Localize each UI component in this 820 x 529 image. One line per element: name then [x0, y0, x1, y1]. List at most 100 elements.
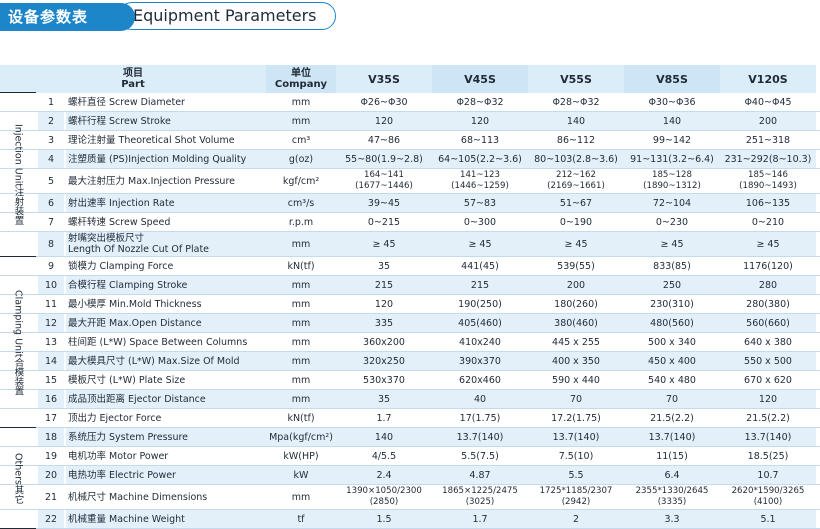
row-value-v85s: 70	[624, 390, 720, 408]
group-label-cn: 其它	[12, 484, 24, 504]
row-unit: mm	[291, 336, 311, 348]
row-divider	[0, 370, 820, 371]
row-value-v45s: 215	[432, 276, 528, 294]
table-row: 10 合模行程 Clamping Stroke mm 215 215 200 250 280	[0, 276, 820, 294]
row-value-v45s: 620x460	[459, 374, 501, 386]
row-divider	[0, 111, 820, 112]
row-value-v45s: 17(1.75)	[459, 412, 501, 424]
table-row: 20 电热功率 Electric Power kW 2.4 4.87 5.5 6.4 10.7	[0, 466, 820, 484]
row-value-v120s: Φ40~Φ45	[744, 96, 792, 108]
row-part: 射嘴突出模板尺寸 Length Of Nozzle Cut Of Plate	[66, 232, 266, 256]
header-company-en: Company	[274, 79, 328, 90]
row-unit: kW(HP)	[283, 450, 319, 462]
row-value-v45s: 1.7	[432, 510, 528, 528]
row-value-v45s: 1865×1225/2475 (3025)	[442, 486, 518, 507]
row-value-v35s: 47~86	[367, 134, 401, 146]
row-value-v45s: 40	[432, 390, 528, 408]
group-label-en: Clamping Unit	[12, 289, 24, 358]
row-value-v120s: 2620*1590/3265 (4100)	[731, 486, 805, 507]
group-label: Clamping Unit合模装置	[13, 290, 24, 395]
row-unit: mm	[266, 112, 336, 130]
row-value-v85s: 480(560)	[624, 314, 720, 332]
row-value-v45s: 57~83	[432, 194, 528, 212]
row-number: 4	[38, 150, 64, 168]
row-number: 10	[38, 276, 64, 294]
row-number: 12	[38, 314, 64, 332]
row-unit: mm	[291, 96, 311, 108]
row-value-v35s: 1390×1050/2300 (2850)	[346, 486, 422, 507]
row-value-v120s: 120	[720, 390, 816, 408]
group-label: Injection Unit注射装置	[13, 124, 24, 225]
row-number: 5	[47, 175, 55, 187]
header-part-cn: 项目	[123, 68, 143, 79]
group-label-cn: 合模装置	[12, 357, 24, 396]
table-row: 19 电机功率 Motor Power kW(HP) 4/5.5 5.5(7.5) 7.5…	[0, 447, 820, 465]
group-rule	[0, 92, 36, 93]
row-value-v35s: 35	[377, 260, 391, 272]
row-value-v55s: 86~112	[556, 134, 596, 146]
row-value-v45s: 141~123 (1446~1259)	[451, 170, 509, 191]
row-value-v120s: 251~318	[745, 134, 791, 146]
row-value-v55s: 400 x 350	[528, 352, 624, 370]
row-number: 16	[38, 390, 64, 408]
row-part: 电机功率 Motor Power	[68, 450, 169, 462]
row-value-v55s: 180(260)	[554, 298, 598, 310]
header-company: 单位 Company	[266, 65, 336, 93]
row-value-v45s: 4.87	[432, 466, 528, 484]
row-number: 13	[44, 336, 58, 348]
row-value-v55s: 5.5	[528, 466, 624, 484]
row-value-v55s: 1725*1185/2307 (2942)	[539, 486, 613, 507]
page-header: Equipment Parameters 设备参数表	[0, 0, 820, 40]
row-part: 锁模力 Clamping Force	[68, 260, 174, 272]
row-value-v120s: 106~135	[720, 194, 816, 212]
row-value-v120s: 21.5(2.2)	[746, 412, 790, 424]
table-row: 8 射嘴突出模板尺寸 Length Of Nozzle Cut Of Plate m…	[0, 232, 820, 256]
table-row: 16 成品顶出距离 Ejector Distance mm 35 40 70 70 120	[0, 390, 820, 408]
row-value-v85s: 500 x 340	[648, 336, 696, 348]
row-value-v55s: 2	[528, 510, 624, 528]
row-value-v45s: Φ28~Φ32	[456, 96, 504, 108]
row-value-v85s: 11(15)	[656, 450, 688, 462]
row-value-v85s: 450 x 400	[624, 352, 720, 370]
row-unit: mm	[291, 374, 311, 386]
row-value-v85s: 99~142	[652, 134, 692, 146]
row-unit: mm	[291, 491, 311, 503]
row-value-v45s: 120	[432, 112, 528, 130]
row-value-v45s: 13.7(140)	[432, 428, 528, 446]
header-model-v45s: V45S	[432, 65, 528, 93]
row-divider	[0, 294, 820, 295]
row-value-v45s: 410x240	[459, 336, 501, 348]
row-part: 合模行程 Clamping Stroke	[66, 276, 266, 294]
row-value-v120s: 670 x 620	[744, 374, 792, 386]
row-value-v120s: 560(660)	[720, 314, 816, 332]
table-row: 12 最大开距 Max.Open Distance mm 335 405(460) 380…	[0, 314, 820, 332]
row-unit: mm	[266, 314, 336, 332]
row-value-v45s: 190(250)	[458, 298, 502, 310]
row-unit: kN(tf)	[287, 260, 315, 272]
row-number: 19	[44, 450, 58, 462]
row-unit: mm	[266, 390, 336, 408]
row-value-v85s: 140	[624, 112, 720, 130]
row-value-v35s: 320x250	[336, 352, 432, 370]
table-header: 项目 Part 单位 Company V35S V45S V55S V85S V120S	[0, 65, 820, 93]
row-value-v55s: 80~103(2.8~3.6)	[528, 150, 624, 168]
title-en-pill: Equipment Parameters	[118, 2, 336, 30]
group-label: Others其它	[13, 453, 24, 504]
row-value-v35s: Φ26~Φ30	[360, 96, 408, 108]
row-part: 理论注射量 Theoretical Shot Volume	[68, 134, 235, 146]
table-row: 13 柱间距 (L*W) Space Between Columns mm 360x2…	[0, 333, 820, 351]
row-unit: kW	[266, 466, 336, 484]
row-value-v35s: 39~45	[336, 194, 432, 212]
row-part: 顶出力 Ejector Force	[68, 412, 162, 424]
row-value-v120s: 0~210	[751, 216, 785, 228]
row-unit: r.p.m	[288, 216, 314, 228]
row-unit: kN(tf)	[287, 412, 315, 424]
table-row: 6 射出速率 Injection Rate cm³/s 39~45 57~83 51~67…	[0, 194, 820, 212]
title-cn-badge: 设备参数表	[0, 3, 135, 31]
row-part: 柱间距 (L*W) Space Between Columns	[68, 336, 248, 348]
row-part: 成品顶出距离 Ejector Distance	[66, 390, 266, 408]
row-unit: cm³/s	[266, 194, 336, 212]
group-2: Others其它	[0, 428, 36, 529]
row-value-v120s: 550 x 500	[720, 352, 816, 370]
row-value-v55s: 539(55)	[557, 260, 595, 272]
